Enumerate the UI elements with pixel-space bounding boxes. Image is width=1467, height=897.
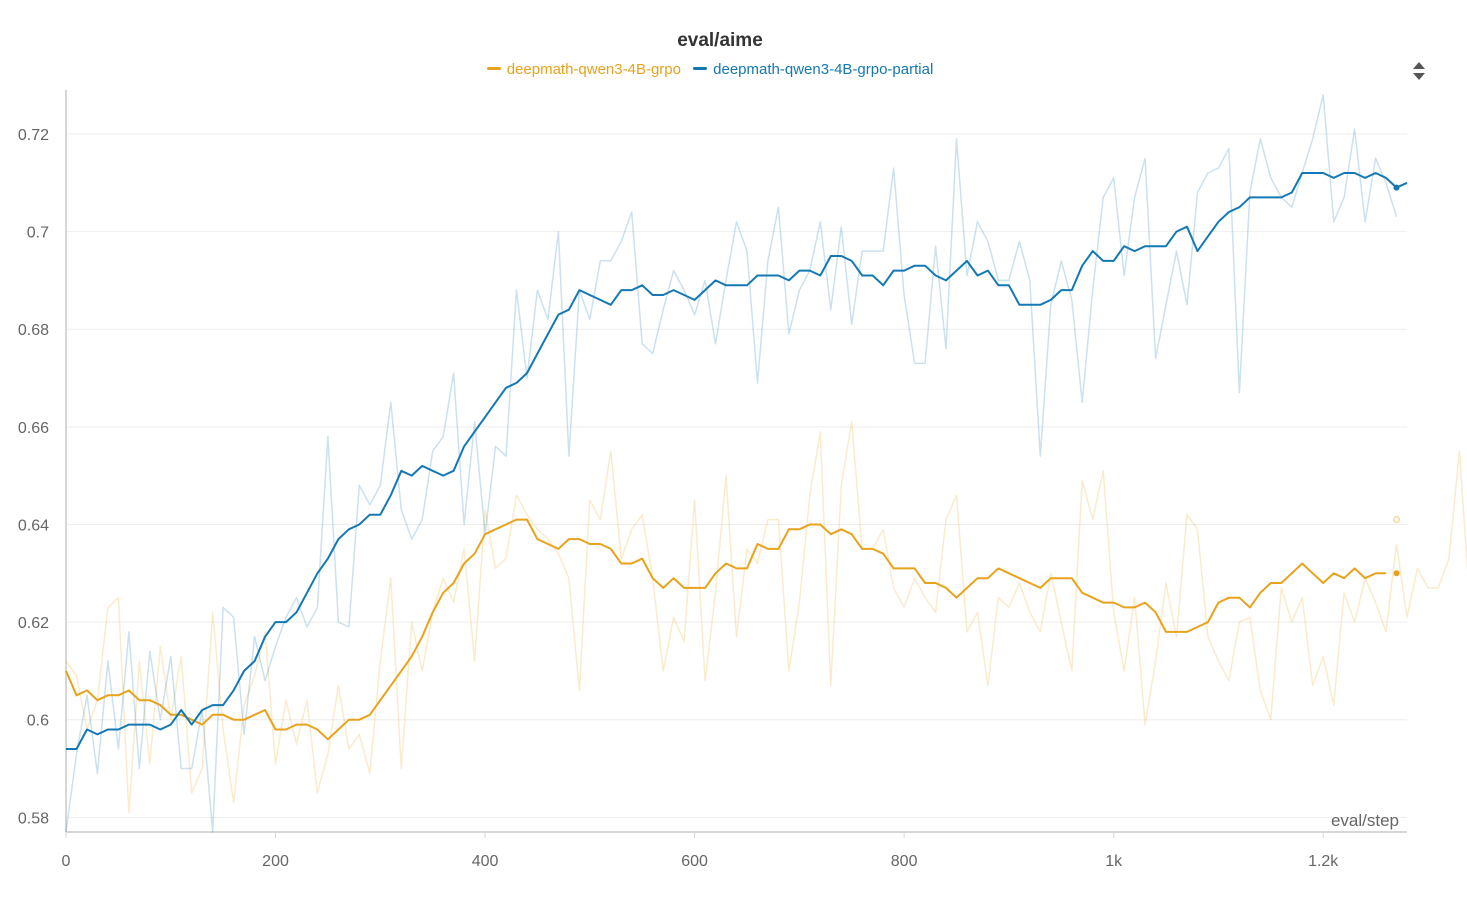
series-smoothed-line-grpo-partial[interactable] [66,172,1408,750]
legend-entry-grpo-partial[interactable]: deepmath-qwen3-4B-grpo-partial [693,61,933,78]
legend-label-grpo: deepmath-qwen3-4B-grpo [506,61,681,78]
legend: deepmath-qwen3-4B-grpo deepmath-qwen3-4B… [0,61,1420,78]
chart-title: eval/aime [677,30,763,51]
y-tick-label: 0.62 [18,615,49,632]
y-tick-label: 0.6 [27,713,49,730]
legend-entry-grpo[interactable]: deepmath-qwen3-4B-grpo [486,61,681,78]
x-tick-label: 1k [1105,853,1123,870]
raw-point-marker-grpo [1393,516,1400,523]
y-tick-label: 0.64 [18,517,49,534]
smoothed-point-marker-grpo-partial [1393,184,1400,191]
series-smoothed-line-grpo[interactable] [65,518,1386,741]
x-tick-label: 800 [891,853,918,870]
y-tick-label: 0.72 [18,127,49,144]
series-raw-line-grpo-partial[interactable] [65,94,1398,833]
series-layer [65,94,1467,833]
x-axis-label: eval/step [1331,811,1399,830]
y-tick-label: 0.7 [27,225,49,242]
x-tick-label: 400 [472,853,499,870]
smoothed-point-marker-grpo [1393,570,1400,577]
y-tick-label: 0.68 [18,322,49,339]
y-tick-label: 0.58 [18,810,49,827]
gridlines [66,133,1407,818]
x-tick-label: 600 [681,853,708,870]
x-ticks: 0 200 400 600 800 1k 1.2k [62,832,1339,870]
legend-swatch-grpo [486,66,501,70]
x-tick-label: 200 [262,853,289,870]
x-tick-label: 0 [62,853,71,870]
series-raw-line-grpo[interactable] [65,421,1467,814]
y-tick-label: 0.66 [18,420,49,437]
sort-updown-icon[interactable] [1411,60,1427,82]
y-ticks: 0.58 0.6 0.62 0.64 0.66 0.68 0.7 0.72 [18,127,49,827]
x-tick-label: 1.2k [1308,853,1339,870]
legend-label-grpo-partial: deepmath-qwen3-4B-grpo-partial [713,61,934,78]
legend-swatch-grpo-partial [693,66,708,70]
